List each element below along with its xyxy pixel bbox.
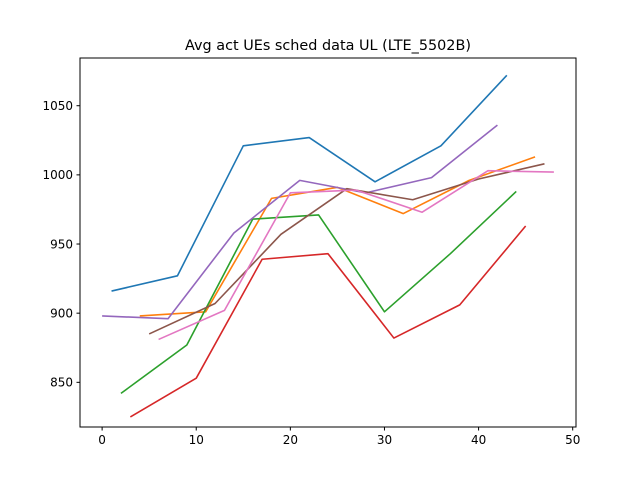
x-tick-label: 40: [471, 433, 486, 447]
series-line-4: [129, 225, 527, 418]
series-line-1: [111, 74, 508, 292]
x-tick-label: 50: [565, 433, 580, 447]
y-axis: 850 900 950 1000 1050: [42, 99, 80, 390]
x-tick-label: 0: [98, 433, 106, 447]
x-tick-label: 30: [377, 433, 392, 447]
x-tick-label: 20: [283, 433, 298, 447]
series-line-6: [148, 163, 545, 335]
series-line-7: [158, 169, 554, 341]
y-tick-label: 900: [50, 306, 73, 320]
x-tick-label: 10: [189, 433, 204, 447]
y-tick-label: 850: [50, 376, 73, 390]
y-tick-label: 1050: [42, 99, 73, 113]
chart-title: Avg act UEs sched data UL (LTE_5502B): [185, 38, 471, 54]
series-layer: [102, 74, 554, 418]
y-tick-label: 950: [50, 237, 73, 251]
series-line-5: [102, 124, 498, 320]
series-line-3: [120, 190, 517, 395]
x-axis: 0 10 20 30 40 50: [98, 427, 580, 447]
plot-area: [79, 57, 577, 428]
y-tick-label: 1000: [42, 168, 73, 182]
